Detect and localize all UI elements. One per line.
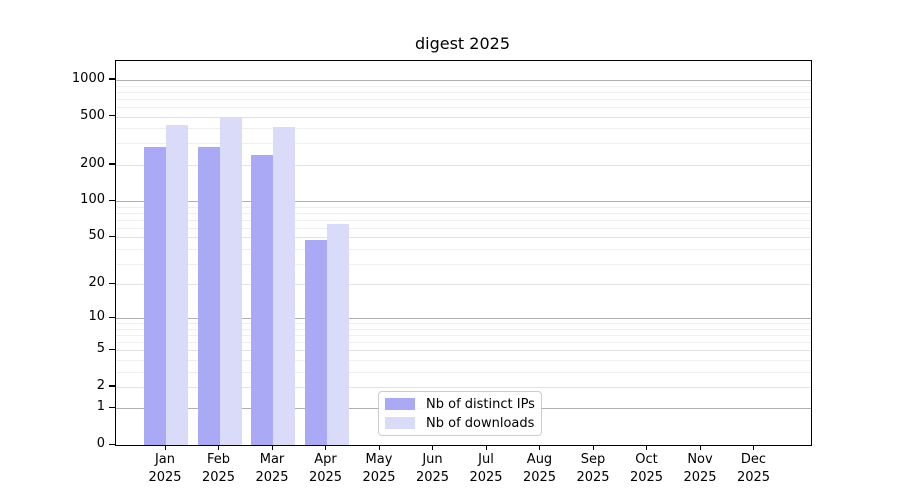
plot-area <box>115 60 812 446</box>
y-axis-tick-mark <box>109 163 115 165</box>
x-axis-tick-mark <box>646 445 648 450</box>
x-tick-label: Sep 2025 <box>576 452 610 485</box>
gridline-minor <box>116 359 811 361</box>
gridline-minor <box>116 248 811 250</box>
bar-distinct-ips <box>304 240 327 445</box>
gridline-light <box>116 237 811 239</box>
gridline-light <box>116 386 811 388</box>
x-tick-label: May 2025 <box>362 452 396 485</box>
legend: Nb of distinct IPs Nb of downloads <box>378 391 542 436</box>
bar-distinct-ips <box>197 147 220 445</box>
y-tick-label: 1000 <box>71 70 105 86</box>
gridline-minor <box>116 85 811 87</box>
legend-label-downloads: Nb of downloads <box>426 415 535 431</box>
y-axis-tick-mark <box>109 443 115 445</box>
gridline-light <box>116 164 811 166</box>
gridline-minor <box>116 323 811 325</box>
gridline-minor <box>116 263 811 265</box>
gridline-minor <box>116 128 811 130</box>
gridline-major <box>116 201 811 203</box>
y-tick-label: 20 <box>88 275 105 291</box>
gridline-minor <box>116 98 811 100</box>
x-axis-tick-mark <box>592 445 594 450</box>
x-axis-tick-mark <box>218 445 220 450</box>
gridline-light <box>116 350 811 352</box>
x-tick-label: Jan 2025 <box>148 452 182 485</box>
y-axis-tick-mark <box>109 406 115 409</box>
chart-title: digest 2025 <box>414 34 510 53</box>
x-axis-tick-mark <box>539 445 541 450</box>
gridline-minor <box>116 106 811 108</box>
gridline-major <box>116 79 811 81</box>
bar-downloads <box>273 127 295 445</box>
y-tick-label: 10 <box>88 309 105 325</box>
gridline-minor <box>116 227 811 229</box>
x-axis-tick-mark <box>271 445 273 450</box>
gridline-minor <box>116 335 811 337</box>
x-axis-tick-mark <box>753 445 755 450</box>
bar-downloads <box>326 223 349 445</box>
y-tick-label: 500 <box>80 107 105 123</box>
y-axis-tick-mark <box>109 316 115 319</box>
y-axis-tick-mark <box>109 199 115 202</box>
x-tick-label: Aug 2025 <box>522 452 557 485</box>
y-tick-label: 2 <box>96 377 105 393</box>
x-tick-label: Mar 2025 <box>255 452 289 485</box>
gridline-minor <box>116 212 811 214</box>
y-tick-label: 200 <box>80 155 105 171</box>
x-axis-tick-mark <box>378 445 380 450</box>
y-axis-tick-mark <box>109 235 115 238</box>
x-tick-label: Nov 2025 <box>683 452 717 485</box>
gridline-minor <box>116 328 811 330</box>
legend-label-distinct-ips: Nb of distinct IPs <box>426 396 535 412</box>
gridline-major <box>116 318 811 320</box>
x-axis-tick-mark <box>699 445 701 450</box>
bar-downloads <box>166 125 188 445</box>
y-tick-label: 0 <box>96 436 105 451</box>
bar-distinct-ips <box>251 155 273 445</box>
y-tick-label: 50 <box>88 228 105 244</box>
bar-distinct-ips <box>144 147 166 445</box>
y-tick-label: 1 <box>96 399 105 415</box>
x-axis-tick-mark <box>164 445 166 450</box>
x-tick-label: Dec 2025 <box>736 452 771 485</box>
x-tick-label: Oct 2025 <box>629 452 664 485</box>
gridline-light <box>116 284 811 286</box>
y-axis-tick-mark <box>109 78 115 80</box>
y-tick-label: 100 <box>80 192 105 208</box>
gridline-minor <box>116 342 811 344</box>
legend-swatch-distinct-ips-icon <box>385 398 415 410</box>
gridline-minor <box>116 206 811 208</box>
legend-item-downloads: Nb of downloads <box>385 414 541 433</box>
x-axis-tick-mark <box>325 445 327 450</box>
x-tick-label: Apr 2025 <box>308 452 343 485</box>
legend-swatch-downloads-icon <box>385 417 415 429</box>
bar-downloads <box>219 116 242 445</box>
x-tick-label: Jul 2025 <box>469 452 503 485</box>
y-axis-tick-mark <box>109 348 115 351</box>
x-tick-label: Jun 2025 <box>415 452 450 485</box>
y-tick-label: 5 <box>96 341 105 357</box>
x-axis-tick-mark <box>432 445 434 450</box>
y-axis-tick-mark <box>109 282 115 285</box>
gridline-minor <box>116 371 811 373</box>
x-tick-label: Feb 2025 <box>201 452 236 485</box>
x-axis-tick-mark <box>485 445 487 450</box>
gridline-minor <box>116 91 811 93</box>
y-axis-tick-mark <box>109 385 115 387</box>
gridline-light <box>116 116 811 118</box>
y-axis-tick-mark <box>109 115 115 117</box>
gridline-minor <box>116 143 811 145</box>
legend-item-distinct-ips: Nb of distinct IPs <box>385 395 541 414</box>
gridline-minor <box>116 219 811 221</box>
